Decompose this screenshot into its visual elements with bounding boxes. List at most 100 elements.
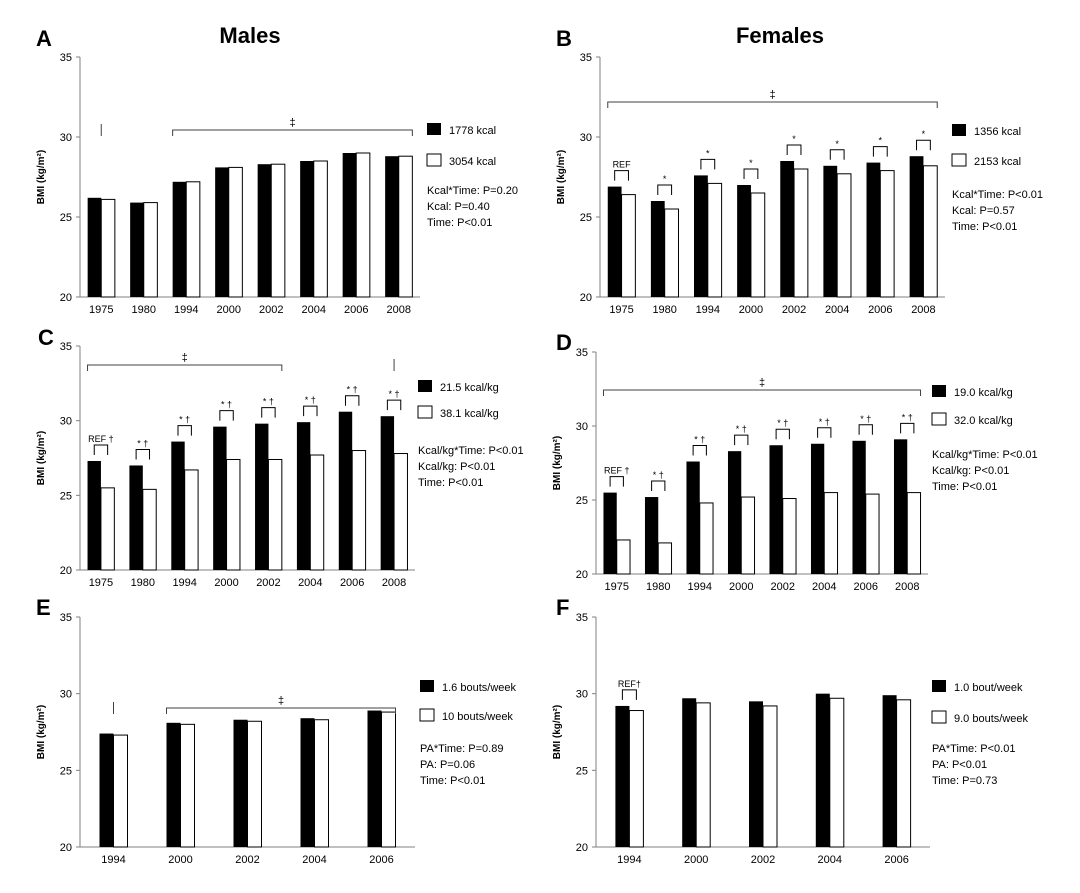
panel-f: F 20 25 30 35 BMI (kg/m²) 1994 REF† 2000 2002 2004…: [552, 595, 1028, 866]
bar-1-6-bouts-week-2006: [367, 710, 382, 847]
bracket-annotation: REF: [613, 160, 632, 170]
x-tick-label: 2002: [751, 854, 775, 866]
bar-1-0-bout-week-2002: [749, 701, 763, 847]
bar-9-0-bouts-week-2006: [896, 699, 912, 848]
y-axis-label: BMI (kg/m²): [36, 150, 47, 204]
panel-letter: F: [556, 595, 569, 620]
y-tick-label: 25: [580, 212, 592, 224]
significance-bracket: [344, 395, 360, 406]
stats-line: Time: P=0.73: [932, 775, 997, 787]
x-tick-label: 2000: [739, 304, 763, 316]
significance-bracket: [692, 445, 707, 456]
x-tick-label: 2006: [340, 577, 364, 589]
x-tick-label: 2008: [387, 304, 411, 316]
bracket-annotation: * †: [736, 424, 747, 434]
bar-1-6-bouts-week-2004: [300, 718, 315, 847]
x-tick-label: 1975: [89, 304, 113, 316]
stats-line: PA: P=0.06: [420, 759, 475, 771]
significance-bracket: [900, 422, 915, 434]
x-tick-label: 1994: [101, 854, 125, 866]
significance-bracket-long: [87, 364, 283, 371]
y-axis-label: BMI (kg/m²): [556, 150, 567, 204]
bar-1356-kcal-2000: [737, 185, 751, 297]
significance-bracket: [775, 428, 790, 440]
stats-line: Kcal*Time: P=0.20: [427, 185, 518, 197]
bar-9-0-bouts-week-2000: [695, 702, 711, 848]
legend-swatch: [419, 708, 435, 722]
bracket-annotation: REF †: [88, 434, 114, 444]
y-tick-label: 20: [580, 292, 592, 304]
x-tick-label: 1994: [688, 581, 712, 593]
stats-line: Kcal: P=0.40: [427, 201, 490, 213]
bracket-annotation: *: [879, 136, 883, 146]
legend-label: 38.1 kcal/kg: [440, 408, 499, 420]
stats-line: Time: P<0.01: [427, 217, 492, 229]
significance-bracket: [135, 448, 151, 460]
bar-1778-kcal-2004: [300, 161, 314, 297]
legend-swatch: [418, 380, 432, 392]
significance-bracket: [657, 184, 673, 195]
significance-bracket: [734, 434, 749, 446]
legend-swatch: [932, 385, 946, 397]
bar-21-5-kcal-kg-2008: [380, 416, 395, 570]
bar-38-1-kcal-kg-2002: [267, 458, 283, 571]
males-header: Males: [219, 23, 280, 48]
panel-letter: B: [556, 26, 572, 51]
bar-19-0-kcal-kg-2000: [727, 451, 742, 574]
x-tick-label: 2000: [168, 854, 192, 866]
bracket-annotation: * †: [263, 397, 274, 407]
bar-1778-kcal-1975: [87, 197, 102, 297]
y-axis-label: BMI (kg/m²): [36, 431, 47, 485]
x-tick-label: 2000: [217, 304, 241, 316]
bar-19-0-kcal-kg-1975: [603, 492, 617, 574]
bracket-annotation: REF†: [618, 679, 641, 689]
bar-32-0-kcal-kg-2006: [865, 493, 880, 575]
stats-line: Kcal/kg*Time: P<0.01: [932, 449, 1038, 461]
x-tick-label: 2006: [868, 304, 892, 316]
stats-line: Kcal/kg: P<0.01: [418, 461, 495, 473]
legend-label: 21.5 kcal/kg: [440, 382, 499, 394]
y-tick-label: 30: [576, 689, 588, 701]
x-tick-label: 2004: [825, 304, 849, 316]
significance-bracket: [872, 146, 888, 157]
x-tick-label: 2002: [235, 854, 259, 866]
stats-line: Kcal*Time: P<0.01: [952, 189, 1043, 201]
panel-d: D 20 25 30 35 BMI (kg/m²) 1975 REF † 1980 * † 1994…: [552, 330, 1038, 593]
x-tick-label: 1994: [172, 577, 196, 589]
significance-bracket: [858, 424, 873, 435]
bracket-annotation: * †: [860, 414, 871, 424]
bar-2153-kcal-1975: [621, 194, 636, 298]
bar-19-0-kcal-kg-1994: [686, 461, 700, 574]
legend-label: 2153 kcal: [974, 156, 1021, 168]
legend-label: 19.0 kcal/kg: [954, 387, 1013, 399]
stats-line: Kcal/kg*Time: P<0.01: [418, 445, 524, 457]
panel-letter: A: [36, 26, 52, 51]
legend-label: 1.0 bout/week: [954, 682, 1023, 694]
significance-symbol: ‡: [769, 89, 775, 101]
bracket-annotation: *: [792, 134, 796, 144]
x-tick-label: 2008: [911, 304, 935, 316]
bar-21-5-kcal-kg-1975: [87, 460, 101, 570]
x-tick-label: 2006: [344, 304, 368, 316]
bar-1356-kcal-2002: [780, 161, 795, 297]
bar-3054-kcal-1994: [185, 181, 201, 298]
bar-1-6-bouts-week-1994: [99, 733, 114, 847]
significance-bracket: [261, 407, 276, 418]
x-tick-label: 2004: [812, 581, 836, 593]
bracket-annotation: * †: [777, 418, 788, 428]
stats-line: Time: P<0.01: [420, 775, 485, 787]
significance-bracket-long: [607, 101, 938, 108]
bar-19-0-kcal-kg-2008: [893, 439, 908, 574]
legend-label: 1.6 bouts/week: [442, 682, 516, 694]
y-tick-label: 35: [576, 347, 588, 359]
bar-9-0-bouts-week-2002: [762, 705, 778, 848]
bar-32-0-kcal-kg-1980: [657, 542, 673, 575]
significance-symbol: ‡: [182, 352, 188, 364]
stats-line: PA*Time: P<0.01: [932, 743, 1015, 755]
significance-bracket-long: [602, 389, 922, 396]
legend-swatch: [932, 680, 946, 692]
x-tick-label: 1975: [605, 581, 629, 593]
legend-swatch: [427, 123, 441, 135]
bar-32-0-kcal-kg-2000: [740, 496, 756, 575]
